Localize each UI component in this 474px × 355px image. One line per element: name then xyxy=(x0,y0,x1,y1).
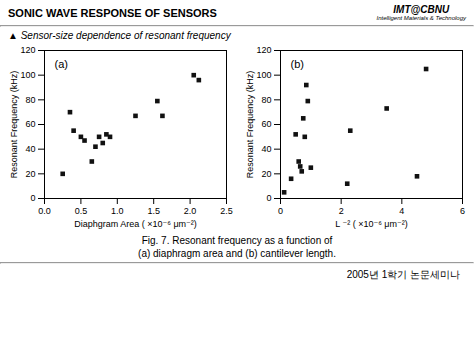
svg-text:60: 60 xyxy=(261,119,271,129)
svg-text:100: 100 xyxy=(20,70,35,80)
svg-text:0: 0 xyxy=(266,193,271,203)
svg-text:40: 40 xyxy=(261,144,271,154)
svg-text:1.0: 1.0 xyxy=(111,206,124,216)
html-text:Fig. 7. Resonant frequency as: Fig. 7. Resonant frequency as a function… xyxy=(141,235,333,246)
svg-text:120: 120 xyxy=(256,45,271,55)
svg-text:100: 100 xyxy=(256,70,271,80)
svg-text:0: 0 xyxy=(278,206,283,216)
svg-text:6: 6 xyxy=(460,206,465,216)
svg-text:1.5: 1.5 xyxy=(147,206,160,216)
svg-text:0.5: 0.5 xyxy=(75,206,88,216)
html-text:▲ Sensor-size dependence of re: ▲ Sensor-size dependence of resonant fre… xyxy=(8,30,231,41)
svg-text:2.5: 2.5 xyxy=(220,206,233,216)
html-text:IMT@ CBNU: IMT@ CBNU xyxy=(393,4,450,15)
html-text:(a) diaphragm area and (b) can: (a) diaphragm area and (b) cantilever le… xyxy=(138,248,336,259)
svg-text:60: 60 xyxy=(25,119,35,129)
svg-text:Resonant Frequency (kHz): Resonant Frequency (kHz) xyxy=(245,71,255,179)
svg-text:2.0: 2.0 xyxy=(184,206,197,216)
svg-text:120: 120 xyxy=(20,45,35,55)
svg-text:80: 80 xyxy=(261,95,271,105)
svg-text:0: 0 xyxy=(30,193,35,203)
svg-text:Resonant Frequency (kHz): Resonant Frequency (kHz) xyxy=(9,71,19,179)
svg-text:2: 2 xyxy=(339,206,344,216)
svg-text:(b): (b) xyxy=(291,58,304,70)
svg-text:L ⁻² ( ×10⁻⁶ μm⁻²): L ⁻² ( ×10⁻⁶ μm⁻²) xyxy=(335,219,408,229)
html-text:2005년 1학기 논문세미나: 2005년 1학기 논문세미나 xyxy=(346,269,460,280)
svg-text:0.0: 0.0 xyxy=(38,206,51,216)
svg-text:Diaphgram Area ( ×10⁻⁶ μm⁻²): Diaphgram Area ( ×10⁻⁶ μm⁻²) xyxy=(74,219,197,229)
svg-text:20: 20 xyxy=(261,169,271,179)
svg-text:(a): (a) xyxy=(55,58,68,70)
html-text:Intelligent Materials & Techno: Intelligent Materials & Technology xyxy=(376,15,466,21)
svg-text:20: 20 xyxy=(25,169,35,179)
svg-text:4: 4 xyxy=(399,206,404,216)
svg-text:40: 40 xyxy=(25,144,35,154)
svg-text:80: 80 xyxy=(25,95,35,105)
html-text:SONIC WAVE RESPONSE OF SENSORS: SONIC WAVE RESPONSE OF SENSORS xyxy=(8,6,217,19)
